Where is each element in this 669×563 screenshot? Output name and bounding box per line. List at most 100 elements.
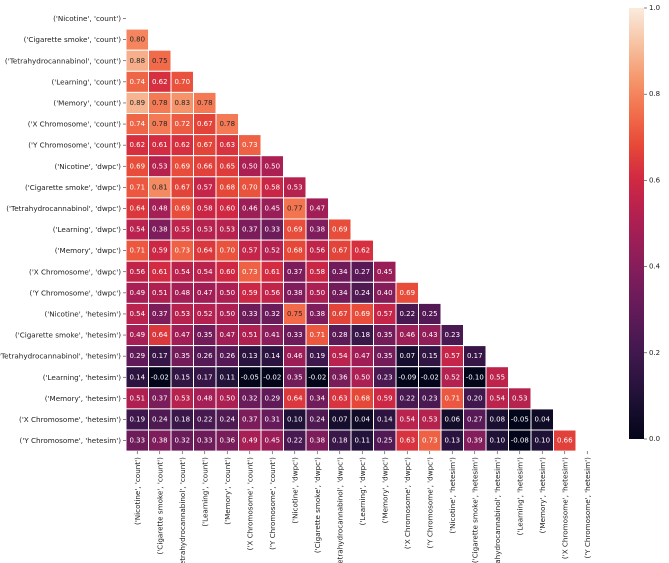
cell-value-label: -0.05	[511, 415, 529, 423]
cell-value-label: 0.48	[174, 289, 190, 297]
cell-value-label: 0.53	[174, 310, 190, 318]
x-tick-label: ('Memory', 'hetesim')	[538, 457, 547, 533]
x-tick-label: ('Cigarette smoke', 'dwpc')	[313, 457, 322, 553]
cell-value-label: 0.37	[242, 415, 258, 423]
cell-value-label: 0.33	[197, 437, 213, 445]
x-tick-label: ('Memory', 'dwpc')	[380, 457, 389, 523]
cell-value-label: 0.23	[444, 331, 460, 339]
cell-value-label: 0.70	[242, 183, 258, 191]
cell-value-label: 0.36	[219, 437, 235, 445]
cell-value-label: 0.34	[332, 268, 348, 276]
cell-value-label: 0.23	[422, 394, 438, 402]
cell-value-label: 0.68	[354, 394, 370, 402]
y-tick-label: ('Memory', 'dwpc')	[55, 246, 121, 255]
cell-value-label: 0.50	[219, 394, 235, 402]
cell-value-label: 0.26	[219, 352, 235, 360]
cell-value-label: 0.17	[197, 373, 213, 381]
cell-value-label: 0.50	[242, 162, 258, 170]
cell-value-label: 0.53	[197, 226, 213, 234]
cell-value-label: 0.50	[354, 373, 370, 381]
y-tick-labels: ('Nicotine', 'count') ('Cigarette smoke',…	[0, 14, 126, 445]
cell-value-label: 0.24	[309, 415, 325, 423]
y-tick-label: ('Nicotine', 'count')	[53, 14, 121, 23]
cell-value-label: 0.25	[422, 310, 438, 318]
cell-value-label: 0.39	[467, 437, 483, 445]
cell-value-label: 0.52	[264, 247, 280, 255]
cell-value-label: 0.27	[467, 415, 483, 423]
cell-value-label: 0.78	[152, 99, 168, 107]
cell-value-label: 0.20	[467, 394, 483, 402]
cell-value-label: 0.33	[129, 437, 145, 445]
cell-value-label: -0.05	[241, 373, 259, 381]
cell-value-label: 0.67	[197, 141, 213, 149]
cell-value-label: 0.64	[287, 394, 303, 402]
cell-value-label: 0.46	[399, 331, 415, 339]
cell-value-label: 0.54	[332, 352, 348, 360]
cell-value-label: 0.24	[152, 415, 168, 423]
cell-value-label: 0.70	[219, 247, 235, 255]
x-tick-labels: ('Nicotine', 'count') ('Cigarette smoke',…	[133, 451, 592, 563]
cell-value-label: 0.45	[264, 204, 280, 212]
cell-value-label: 0.58	[197, 204, 213, 212]
cell-value-label: -0.10	[466, 373, 484, 381]
cell-value-label: 0.57	[444, 352, 460, 360]
cell-value-label: -0.02	[308, 373, 326, 381]
cell-value-label: 0.69	[129, 162, 145, 170]
cell-value-label: -0.08	[511, 437, 529, 445]
cell-value-label: 0.33	[264, 226, 280, 234]
cell-value-label: 0.11	[219, 373, 235, 381]
cell-value-label: 0.32	[264, 310, 280, 318]
cell-value-label: 0.13	[444, 437, 460, 445]
colorbar: 0.0 0.2 0.4 0.6 0.8 1.0	[629, 4, 661, 443]
x-tick-label: ('Y Chromosome', 'dwpc')	[425, 457, 434, 549]
cell-value-label: 0.37	[242, 226, 258, 234]
cell-value-label: 0.48	[152, 204, 168, 212]
cell-value-label: 0.11	[354, 437, 370, 445]
cell-value-label: 0.50	[264, 162, 280, 170]
cell-value-label: 0.69	[354, 310, 370, 318]
cell-value-label: 0.27	[354, 268, 370, 276]
cell-value-label: 0.69	[174, 162, 190, 170]
x-tick-label: ('Tetrahydrocannabinol', 'hetesim')	[493, 457, 502, 563]
cell-value-label: 0.74	[129, 120, 145, 128]
cell-value-label: 0.50	[219, 310, 235, 318]
x-tick-label: ('Nicotine', 'count')	[133, 457, 142, 525]
x-tick-label: ('X Chromosome', 'count')	[245, 457, 254, 550]
cell-value-label: 0.67	[332, 310, 348, 318]
cell-value-label: 0.18	[332, 437, 348, 445]
cell-value-label: 0.38	[309, 310, 325, 318]
cell-value-label: 0.40	[377, 289, 393, 297]
cell-value-label: 0.71	[129, 247, 145, 255]
cell-value-label: 0.57	[242, 247, 258, 255]
x-tick-label: ('Learning', 'dwpc')	[358, 457, 367, 525]
cell-value-label: 0.19	[309, 352, 325, 360]
cell-value-label: 0.38	[309, 226, 325, 234]
cell-value-label: -0.09	[398, 373, 416, 381]
x-tick-label: ('Nicotine', 'hetesim')	[448, 457, 457, 534]
y-tick-label: ('Tetrahydrocannabinol', 'count')	[5, 56, 121, 65]
cell-value-label: 0.78	[219, 120, 235, 128]
cell-value-label: 0.68	[287, 247, 303, 255]
cell-value-label: 0.24	[354, 289, 370, 297]
cell-value-label: 0.15	[422, 352, 438, 360]
cell-value-label: 0.55	[489, 373, 505, 381]
cell-value-label: 0.04	[354, 415, 370, 423]
cell-value-label: 0.53	[174, 394, 190, 402]
cell-value-label: 0.69	[287, 226, 303, 234]
x-tick-label: ('Tetrahydrocannabinol', 'dwpc')	[335, 457, 344, 563]
cell-value-label: 0.32	[174, 437, 190, 445]
cell-value-label: 0.69	[332, 226, 348, 234]
y-tick-label: ('X Chromosome', 'dwpc')	[29, 267, 121, 276]
cell-value-label: 0.59	[242, 289, 258, 297]
cell-value-label: 0.81	[152, 183, 168, 191]
cell-value-label: 0.46	[287, 352, 303, 360]
cell-value-label: 0.53	[422, 415, 438, 423]
cell-value-label: 0.14	[129, 373, 145, 381]
cell-value-label: 0.22	[287, 437, 303, 445]
cell-value-label: 0.57	[377, 310, 393, 318]
cell-value-label: 0.49	[129, 331, 145, 339]
cell-value-label: 0.36	[332, 373, 348, 381]
cell-value-label: 0.45	[377, 268, 393, 276]
cell-value-label: 0.54	[197, 268, 213, 276]
y-tick-label: ('Learning', 'dwpc')	[53, 225, 121, 234]
